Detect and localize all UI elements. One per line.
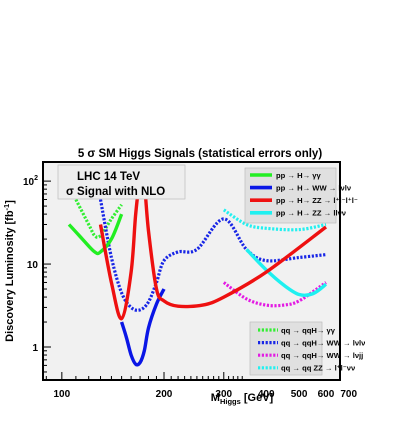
- series-5-line: [74, 198, 123, 239]
- y-tick-label: 102: [23, 175, 38, 188]
- legend-top: pp → H→ γγ pp → H→ WW → lνlν pp → H→ ZZ → …: [250, 171, 358, 218]
- series-6-legend-label: qq → qqH→ WW → lνlν: [281, 338, 365, 347]
- series-1-line: [67, 213, 124, 256]
- info-box-frame: [57, 164, 186, 200]
- y-axis-label: Discovery Luminosity [fb-1]: [2, 200, 16, 342]
- series-3-line: [98, 176, 328, 321]
- y-axis-label-sup: -1: [2, 204, 11, 211]
- x-axis-label-sub: Higgs: [220, 397, 241, 406]
- axis-ticks: 100 200 300 400 500 600 700 1 10 102: [23, 175, 357, 400]
- x-axis-label: MHiggs [GeV]: [211, 392, 274, 406]
- x-tick-label: 300: [215, 389, 232, 400]
- y-tick-label: 1: [32, 343, 38, 354]
- chart-title: 5 σ SM Higgs Signals (statistical errors…: [78, 148, 322, 160]
- info-line-energy: LHC 14 TeV: [77, 171, 140, 183]
- series-4-line: [245, 248, 328, 297]
- series-3-legend-label: pp → H→ ZZ → l⁺l⁻l⁺l⁻: [276, 196, 358, 205]
- y-tick-exponent: 2: [34, 175, 38, 182]
- x-tick-label: 200: [156, 389, 173, 400]
- series-1-legend-label: pp → H→ γγ: [276, 171, 322, 180]
- legend-bottom: qq → qqH→ γγ qq → qqH→ WW → lνlν qq → qqH→…: [258, 326, 365, 373]
- info-box: LHC 14 TeV σ Signal with NLO: [57, 164, 186, 200]
- series-2-line: [119, 288, 166, 367]
- series-6-line: [98, 199, 327, 312]
- series-4-legend-label: pp → H→ ZZ → llνν: [276, 209, 346, 218]
- x-tick-label: 600: [318, 389, 335, 400]
- x-tick-label: 700: [340, 389, 357, 400]
- series-curves: [67, 176, 328, 367]
- series-7-legend-label: qq → qqH→ WW → lνjj: [281, 351, 363, 360]
- y-tick-label: 10: [27, 260, 39, 271]
- series-2-legend-label: pp → H→ WW → lνlν: [276, 183, 351, 192]
- y-axis-label-end: ]: [4, 200, 16, 204]
- series-8-line: [222, 208, 327, 232]
- x-tick-label: 100: [53, 389, 70, 400]
- series-8-legend-label: qq → qq ZZ → l⁺l⁻νν: [281, 364, 355, 373]
- x-tick-label: 400: [258, 389, 275, 400]
- info-line-signal: σ Signal with NLO: [66, 186, 165, 198]
- series-7-line: [222, 281, 327, 308]
- x-tick-label: 500: [291, 389, 308, 400]
- series-5-legend-label: qq → qqH→ γγ: [281, 326, 336, 335]
- x-axis-label-unit: [GeV]: [241, 392, 274, 404]
